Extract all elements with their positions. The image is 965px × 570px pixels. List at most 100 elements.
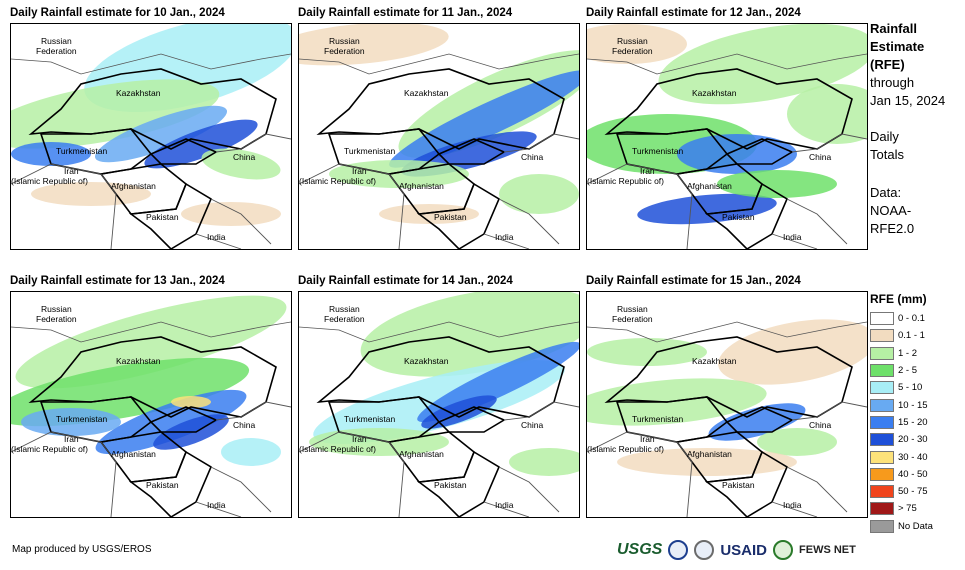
- map-label-india: India: [495, 500, 514, 510]
- footer-credit: Map produced by USGS/EROS: [12, 544, 152, 555]
- rainfall-area: [787, 84, 867, 144]
- map-label-turkmenistan: Turkmenistan: [56, 414, 107, 424]
- map-label-iran-1: Iran: [640, 434, 655, 444]
- rainfall-area: [677, 134, 797, 174]
- india-border: [195, 466, 272, 517]
- map-label-iran-1: Iran: [64, 434, 79, 444]
- rainfall-map: Russian Federation Kazakhstan Turkmenistan I…: [298, 291, 580, 518]
- legend-label: 15 - 20: [898, 416, 928, 428]
- legend-swatch: [870, 415, 894, 429]
- rainfall-area: [757, 428, 837, 456]
- india-border: [483, 198, 560, 249]
- map-label-afghanistan: Afghanistan: [399, 181, 444, 191]
- panel-title: Daily Rainfall estimate for 10 Jan., 202…: [10, 7, 225, 19]
- map-label-india: India: [783, 232, 802, 242]
- map-label-afghanistan: Afghanistan: [111, 181, 156, 191]
- country-border-thin: [587, 321, 867, 343]
- map-label-pakistan: Pakistan: [434, 212, 467, 222]
- pakistan-border: [416, 450, 501, 517]
- rainfall-area: [389, 70, 579, 168]
- country-border-thin: [11, 321, 291, 343]
- map-label-pakistan: Pakistan: [146, 212, 179, 222]
- fews-net-logo: FEWS NET: [799, 544, 856, 556]
- india-border: [771, 198, 848, 249]
- central-asia-border: [437, 138, 506, 165]
- map-label-china: China: [521, 152, 543, 162]
- legend-label: 0.1 - 1: [898, 330, 925, 342]
- map-label-kazakhstan: Kazakhstan: [116, 88, 161, 98]
- map-label-turkmenistan: Turkmenistan: [632, 146, 683, 156]
- map-label-iran-1: Iran: [352, 434, 367, 444]
- map-label-russia-1: Russian: [329, 36, 360, 46]
- fews-globe-icon: [773, 540, 794, 560]
- rainfall-area: [94, 105, 228, 163]
- map-label-india: India: [495, 232, 514, 242]
- rainfall-area: [718, 319, 867, 385]
- side-data-src-1: NOAA-: [870, 203, 912, 218]
- legend-item: 30 - 40: [870, 448, 965, 465]
- legend-item: 10 - 15: [870, 396, 965, 413]
- map-label-turkmenistan: Turkmenistan: [344, 146, 395, 156]
- country-border-thin: [299, 321, 579, 343]
- legend-swatch: [870, 346, 894, 360]
- legend-swatch: [870, 502, 894, 516]
- iran-border: [587, 163, 693, 249]
- legend-item: 1 - 2: [870, 345, 965, 362]
- map-label-pakistan: Pakistan: [434, 480, 467, 490]
- legend: RFE (mm) 0 - 0.1 0.1 - 1 1 - 2 2 - 5 5 - 10 1…: [870, 292, 965, 535]
- central-asia-border: [437, 406, 506, 433]
- map-label-russia-1: Russian: [41, 304, 72, 314]
- side-title-3: (RFE): [870, 57, 905, 72]
- pakistan-border: [128, 182, 213, 249]
- map-label-pakistan: Pakistan: [146, 480, 179, 490]
- map-label-kazakhstan: Kazakhstan: [692, 88, 737, 98]
- rainfall-area: [708, 403, 806, 441]
- map-label-kazakhstan: Kazakhstan: [116, 356, 161, 366]
- legend-item: 50 - 75: [870, 483, 965, 500]
- legend-item: 0.1 - 1: [870, 327, 965, 344]
- map-label-kazakhstan: Kazakhstan: [404, 88, 449, 98]
- map-label-iran-2: (Islamic Republic of): [11, 444, 88, 454]
- legend-item: 20 - 30: [870, 431, 965, 448]
- central-asia-border: [149, 406, 218, 433]
- china-border: [215, 133, 291, 153]
- legend-swatch: [870, 312, 894, 326]
- china-border: [503, 401, 579, 421]
- legend-swatch: [870, 329, 894, 343]
- pakistan-border: [416, 182, 501, 249]
- legend-item: 0 - 0.1: [870, 310, 965, 327]
- india-border: [771, 466, 848, 517]
- legend-label: 10 - 15: [898, 399, 928, 411]
- legend-label: > 75: [898, 503, 917, 515]
- rainfall-map: Russian Federation Kazakhstan Turkmenistan I…: [10, 291, 292, 518]
- map-label-iran-1: Iran: [352, 166, 367, 176]
- central-asia-border: [725, 406, 794, 433]
- rainfall-area: [201, 148, 281, 180]
- central-asia-border: [725, 138, 794, 165]
- side-date: Jan 15, 2024: [870, 93, 946, 108]
- map-label-afghanistan: Afghanistan: [687, 449, 732, 459]
- side-data-label: Data:: [870, 185, 902, 200]
- legend-label: 2 - 5: [898, 365, 918, 377]
- rainfall-map: Russian Federation Kazakhstan Turkmenistan I…: [586, 291, 868, 518]
- india-border: [195, 198, 272, 249]
- rainfall-area: [309, 428, 449, 456]
- legend-label: No Data: [898, 520, 933, 532]
- pakistan-border: [704, 182, 789, 249]
- map-label-russia-1: Russian: [41, 36, 72, 46]
- pakistan-border: [704, 450, 789, 517]
- map-label-china: China: [521, 420, 543, 430]
- map-label-pakistan: Pakistan: [722, 480, 755, 490]
- side-title-1: Rainfall: [870, 21, 917, 36]
- panel-title: Daily Rainfall estimate for 13 Jan., 202…: [10, 275, 225, 287]
- map-label-china: China: [809, 152, 831, 162]
- rainfall-area: [421, 395, 497, 429]
- iran-border: [299, 163, 405, 249]
- legend-swatch: [870, 519, 894, 533]
- map-label-kazakhstan: Kazakhstan: [692, 356, 737, 366]
- country-border-thin: [299, 53, 579, 75]
- iran-border: [11, 431, 117, 517]
- legend-swatch: [870, 467, 894, 481]
- legend-swatch: [870, 450, 894, 464]
- map-label-russia-1: Russian: [617, 304, 648, 314]
